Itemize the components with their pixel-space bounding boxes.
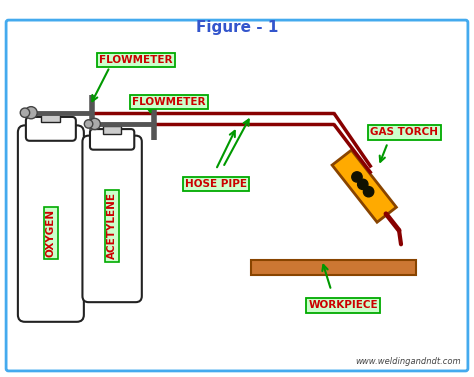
- Circle shape: [20, 108, 30, 117]
- Text: WORKPIECE: WORKPIECE: [308, 300, 378, 310]
- FancyBboxPatch shape: [18, 125, 84, 322]
- Circle shape: [352, 172, 362, 182]
- Text: GAS TORCH: GAS TORCH: [370, 127, 438, 137]
- Circle shape: [357, 179, 368, 190]
- Circle shape: [364, 187, 374, 197]
- Text: www.weldingandndt.com: www.weldingandndt.com: [355, 357, 461, 366]
- Circle shape: [84, 120, 93, 128]
- Text: HOSE PIPE: HOSE PIPE: [185, 179, 247, 189]
- FancyBboxPatch shape: [90, 129, 134, 150]
- Circle shape: [89, 118, 100, 130]
- FancyBboxPatch shape: [6, 20, 468, 371]
- Text: FLOWMETER: FLOWMETER: [99, 55, 173, 65]
- FancyBboxPatch shape: [82, 136, 142, 302]
- Text: Figure - 1: Figure - 1: [196, 20, 278, 35]
- Bar: [332, 150, 396, 222]
- FancyBboxPatch shape: [26, 117, 76, 141]
- Bar: [41, 113, 60, 122]
- Bar: [251, 260, 416, 275]
- Text: FLOWMETER: FLOWMETER: [132, 97, 205, 107]
- Text: OXYGEN: OXYGEN: [46, 209, 56, 257]
- Bar: [103, 126, 120, 134]
- Text: ACETYLENE: ACETYLENE: [107, 192, 117, 259]
- Circle shape: [25, 107, 37, 119]
